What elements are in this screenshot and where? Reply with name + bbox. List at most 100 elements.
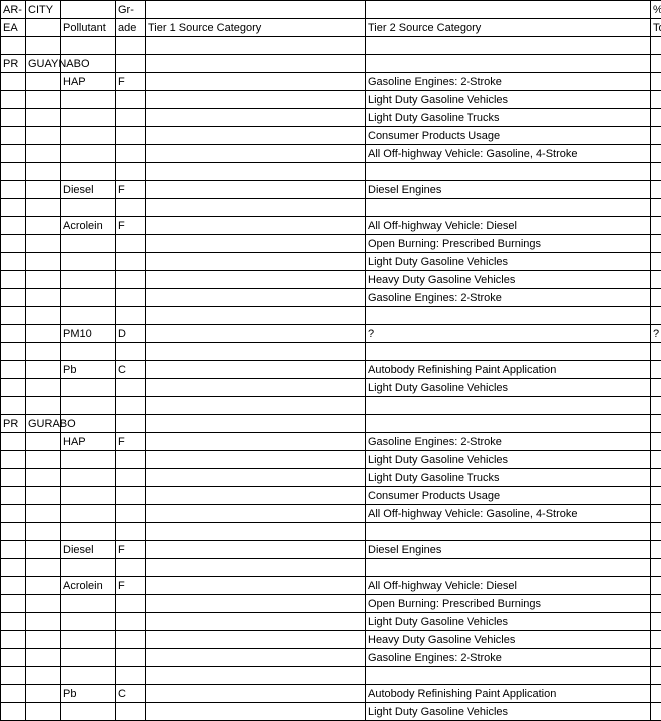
data-row-33-c1 xyxy=(26,631,61,649)
data-row-17-c5 xyxy=(366,343,651,361)
data-row-24: Light Duty Gasoline Trucks11 xyxy=(1,469,661,487)
data-row-22-c4 xyxy=(146,433,366,451)
data-row-34-c6: 6 xyxy=(651,649,661,667)
data-row-8-c1 xyxy=(26,181,61,199)
data-row-25-c3 xyxy=(116,487,146,505)
data-row-7-c6 xyxy=(651,163,661,181)
data-row-10-c6: 37 xyxy=(651,217,661,235)
data-row-10-c3: F xyxy=(116,217,146,235)
data-row-23-c6: 22 xyxy=(651,451,661,469)
header-row-1-c1: CITY xyxy=(26,1,61,19)
data-row-1-c3 xyxy=(116,55,146,73)
data-row-24-c1 xyxy=(26,469,61,487)
data-row-30-c0 xyxy=(1,577,26,595)
data-row-16-c4 xyxy=(146,325,366,343)
data-row-9-c1 xyxy=(26,199,61,217)
data-row-37-c0 xyxy=(1,703,26,721)
data-row-6-c4 xyxy=(146,145,366,163)
data-row-23-c5: Light Duty Gasoline Vehicles xyxy=(366,451,651,469)
data-row-14-c5: Gasoline Engines: 2-Stroke xyxy=(366,289,651,307)
data-row-8-c6: 100 xyxy=(651,181,661,199)
data-row-36-c6: 76 xyxy=(651,685,661,703)
data-row-20-c5 xyxy=(366,397,651,415)
data-row-7-c3 xyxy=(116,163,146,181)
data-row-25-c6: 11 xyxy=(651,487,661,505)
data-row-4-c0 xyxy=(1,109,26,127)
data-row-36-c5: Autobody Refinishing Paint Application xyxy=(366,685,651,703)
data-row-0 xyxy=(1,37,661,55)
data-row-22-c0 xyxy=(1,433,26,451)
data-row-30-c3: F xyxy=(116,577,146,595)
data-row-11-c4 xyxy=(146,235,366,253)
data-row-20 xyxy=(1,397,661,415)
data-row-0-c6 xyxy=(651,37,661,55)
data-row-5-c3 xyxy=(116,127,146,145)
data-row-15-c2 xyxy=(61,307,116,325)
data-row-21-c1: GURABO xyxy=(26,415,61,433)
data-row-37-c4 xyxy=(146,703,366,721)
data-row-30: AcroleinFAll Off-highway Vehicle: Diesel… xyxy=(1,577,661,595)
data-row-9-c4 xyxy=(146,199,366,217)
data-row-34: Gasoline Engines: 2-Stroke6 xyxy=(1,649,661,667)
data-row-28-c5: Diesel Engines xyxy=(366,541,651,559)
data-row-32: Light Duty Gasoline Vehicles12 xyxy=(1,613,661,631)
data-row-25-c0 xyxy=(1,487,26,505)
data-row-3-c2 xyxy=(61,91,116,109)
data-row-11-c1 xyxy=(26,235,61,253)
data-row-35-c0 xyxy=(1,667,26,685)
data-row-31-c2 xyxy=(61,595,116,613)
data-row-28-c2: Diesel xyxy=(61,541,116,559)
data-row-6-c2 xyxy=(61,145,116,163)
data-row-3-c5: Light Duty Gasoline Vehicles xyxy=(366,91,651,109)
data-row-35-c6 xyxy=(651,667,661,685)
data-row-0-c2 xyxy=(61,37,116,55)
data-row-4-c3 xyxy=(116,109,146,127)
data-row-12: Light Duty Gasoline Vehicles12 xyxy=(1,253,661,271)
data-row-28-c6: 100 xyxy=(651,541,661,559)
data-row-24-c5: Light Duty Gasoline Trucks xyxy=(366,469,651,487)
data-row-6-c1 xyxy=(26,145,61,163)
data-row-22-c2: HAP xyxy=(61,433,116,451)
data-row-37-c3 xyxy=(116,703,146,721)
header-row-2-c2: Pollutant xyxy=(61,19,116,37)
data-row-15-c5 xyxy=(366,307,651,325)
data-row-29-c2 xyxy=(61,559,116,577)
data-row-26-c0 xyxy=(1,505,26,523)
data-row-18-c1 xyxy=(26,361,61,379)
data-row-13-c4 xyxy=(146,271,366,289)
data-row-4-c6: 11 xyxy=(651,109,661,127)
data-row-14: Gasoline Engines: 2-Stroke6 xyxy=(1,289,661,307)
data-row-27-c5 xyxy=(366,523,651,541)
data-row-32-c1 xyxy=(26,613,61,631)
data-row-5-c5: Consumer Products Usage xyxy=(366,127,651,145)
data-row-10-c2: Acrolein xyxy=(61,217,116,235)
data-row-32-c0 xyxy=(1,613,26,631)
data-row-18: PbCAutobody Refinishing Paint Applicatio… xyxy=(1,361,661,379)
data-row-29-c6 xyxy=(651,559,661,577)
data-row-33-c0 xyxy=(1,631,26,649)
data-row-13-c6: 7 xyxy=(651,271,661,289)
data-row-9-c3 xyxy=(116,199,146,217)
data-row-29-c4 xyxy=(146,559,366,577)
data-row-2-c5: Gasoline Engines: 2-Stroke xyxy=(366,73,651,91)
data-row-7 xyxy=(1,163,661,181)
header-row-1-c3: Gr- xyxy=(116,1,146,19)
data-row-10-c4 xyxy=(146,217,366,235)
data-row-14-c3 xyxy=(116,289,146,307)
data-row-26-c4 xyxy=(146,505,366,523)
data-row-27-c0 xyxy=(1,523,26,541)
data-row-11-c3 xyxy=(116,235,146,253)
data-row-17-c3 xyxy=(116,343,146,361)
data-row-31-c1 xyxy=(26,595,61,613)
data-row-17-c6 xyxy=(651,343,661,361)
data-row-33-c3 xyxy=(116,631,146,649)
header-row-2-c1 xyxy=(26,19,61,37)
data-row-4-c5: Light Duty Gasoline Trucks xyxy=(366,109,651,127)
data-row-2-c0 xyxy=(1,73,26,91)
data-row-0-c3 xyxy=(116,37,146,55)
data-row-15-c1 xyxy=(26,307,61,325)
data-row-33-c5: Heavy Duty Gasoline Vehicles xyxy=(366,631,651,649)
data-row-27-c4 xyxy=(146,523,366,541)
data-row-9 xyxy=(1,199,661,217)
data-row-24-c6: 11 xyxy=(651,469,661,487)
